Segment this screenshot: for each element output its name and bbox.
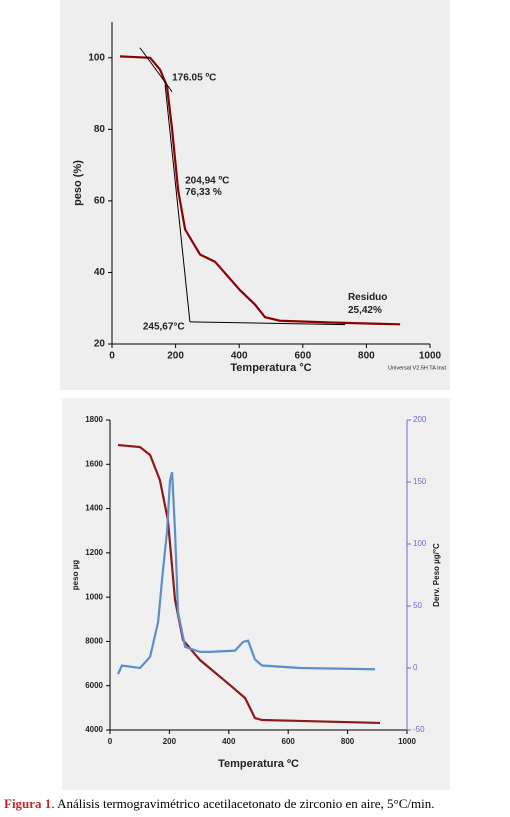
y-tick-label: 1600 [85, 459, 103, 468]
series-line [119, 55, 401, 326]
x-tick-label: 400 [231, 351, 248, 362]
y-axis-title: peso µg [71, 560, 80, 591]
y-tick-label: 1000 [85, 592, 103, 601]
x-tick-label: 1000 [398, 737, 416, 746]
y-tick-label: 6000 [85, 681, 103, 690]
y-tick-label: 60 [94, 196, 106, 207]
annotation: 245,67°C [143, 321, 185, 332]
annotation: 76,33 % [185, 187, 222, 198]
y-tick-label: 4000 [85, 725, 103, 734]
annotation: 25,42% [348, 305, 382, 316]
series-line [189, 321, 346, 326]
y2-axis-title: Derv. Peso µg/°C [432, 543, 441, 607]
x-tick-label: 600 [282, 737, 296, 746]
panel [60, 0, 450, 390]
y-axis-title: peso (%) [72, 160, 84, 206]
y2-tick-label: 0 [413, 663, 418, 672]
caption-text: . Análisis termogravimétrico acetilaceto… [51, 796, 435, 811]
x-tick-label: 400 [222, 737, 236, 746]
annotation: 176.05 ºC [172, 72, 216, 83]
series-line [117, 471, 375, 675]
y2-tick-label: 50 [413, 601, 422, 610]
series-line [164, 84, 191, 322]
y-tick-label: 40 [94, 267, 106, 278]
annotation: 204,94 ºC [185, 175, 229, 186]
y-tick-label: 1400 [85, 504, 103, 513]
annotation: Residuo [348, 292, 387, 303]
x-axis-title: Temperatura °C [230, 362, 311, 374]
y-tick-label: 1800 [85, 415, 103, 424]
y-tick-label: 100 [88, 52, 105, 63]
y-tick-label: 1200 [85, 548, 103, 557]
x-tick-label: 0 [109, 351, 115, 362]
x-tick-label: 200 [163, 737, 177, 746]
y2-tick-label: 100 [413, 539, 427, 548]
caption-label: Figura 1 [4, 796, 52, 811]
x-tick-label: 800 [341, 737, 355, 746]
x-tick-label: 1000 [419, 351, 442, 362]
y2-tick-label: 200 [413, 415, 427, 424]
x-tick-label: 800 [358, 351, 375, 362]
footnote: Universal V2.5H TA Inst [388, 365, 446, 371]
x-tick-label: 200 [167, 351, 184, 362]
y-tick-label: 8000 [85, 637, 103, 646]
panel [62, 398, 450, 790]
y-tick-label: 80 [94, 124, 106, 135]
y2-tick-label: 150 [413, 477, 427, 486]
x-axis-title: Temperatura ºC [218, 758, 299, 770]
x-tick-label: 600 [294, 351, 311, 362]
y2-tick-label: -50 [413, 725, 425, 734]
series-line [139, 47, 173, 93]
y-tick-label: 20 [94, 339, 106, 350]
x-tick-label: 0 [108, 737, 113, 746]
caption: Figura 1. Análisis termogravimétrico ace… [4, 796, 434, 812]
